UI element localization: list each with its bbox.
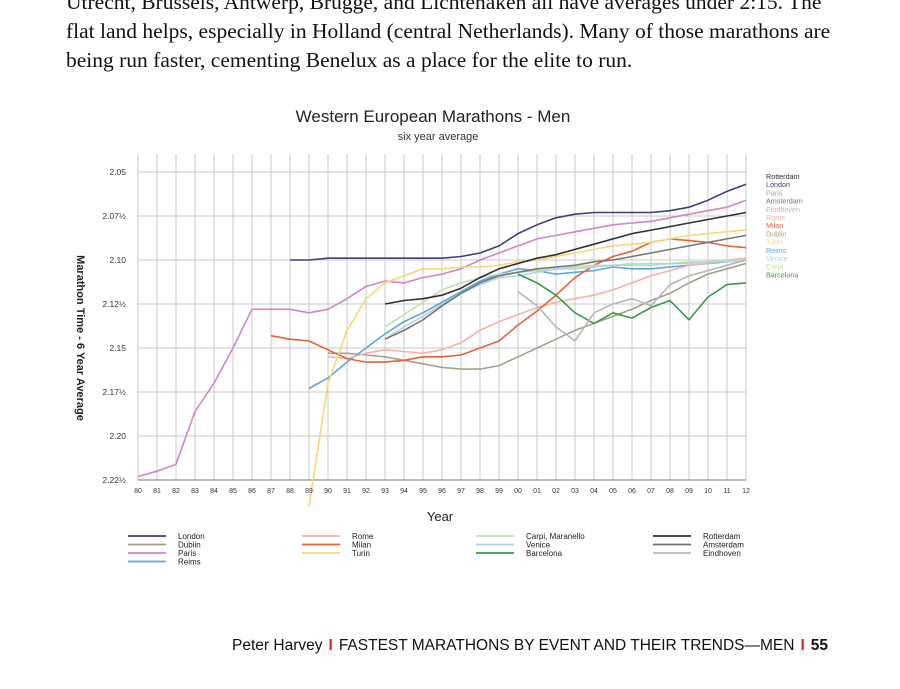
body-paragraph: Utrecht, Brussels, Antwerp, Brugge, and … xyxy=(66,0,831,72)
y-tick-label: 2.17½ xyxy=(102,387,126,397)
page-number: 55 xyxy=(810,637,828,654)
legend-entry: Carpi, Maranello xyxy=(526,532,585,541)
x-axis-label: Year xyxy=(427,509,454,524)
x-tick-label: 12 xyxy=(742,488,750,495)
x-tick-label: 93 xyxy=(381,488,389,495)
x-tick-label: 91 xyxy=(343,488,351,495)
x-tick-label: 88 xyxy=(286,488,294,495)
page-footer: Peter Harvey I FASTEST MARATHONS BY EVENT … xyxy=(0,637,828,655)
right-label: Paris xyxy=(766,188,783,197)
right-label: Dublin xyxy=(766,229,786,238)
marathon-chart: 2.052.07½2.102.12½2.152.17½2.202.22½ 80 8… xyxy=(0,90,900,590)
x-tick-label: 95 xyxy=(419,488,427,495)
x-tick-label: 09 xyxy=(685,488,693,495)
legend-entry: Rome xyxy=(352,532,374,541)
x-tick-label: 83 xyxy=(191,488,199,495)
right-label: Reims xyxy=(766,246,787,255)
y-tick-label: 2.07½ xyxy=(102,211,126,221)
y-tick-label: 2.10 xyxy=(109,255,126,265)
x-tick-label: 86 xyxy=(248,488,256,495)
x-tick-label: 03 xyxy=(571,488,579,495)
footer-separator-2: I xyxy=(800,637,805,654)
legend-entry: Dublin xyxy=(178,541,201,550)
series-line-rotterdam xyxy=(384,211,747,305)
x-tick-label: 07 xyxy=(647,488,655,495)
x-tick-label: 11 xyxy=(723,488,730,495)
x-tick-label: 98 xyxy=(476,488,484,495)
series-line-dublin xyxy=(328,262,747,370)
series-line-london xyxy=(290,183,747,261)
x-tick-label: 89 xyxy=(305,488,313,495)
right-label: Turin xyxy=(766,238,782,247)
x-tick-label: 06 xyxy=(628,488,636,495)
chart-subtitle: six year average xyxy=(398,131,479,143)
right-label: Barcelona xyxy=(766,270,798,279)
x-tick-label: 81 xyxy=(153,488,161,495)
right-label: Venice xyxy=(766,254,788,263)
x-tick-label: 82 xyxy=(172,488,180,495)
series-line-amsterdam xyxy=(384,234,747,340)
legend-entry: Amsterdam xyxy=(703,541,744,550)
right-series-labels: RotterdamLondonParisAmsterdamEindhovenRo… xyxy=(766,172,803,279)
x-tick-label: 94 xyxy=(400,488,408,495)
x-tick-label: 96 xyxy=(438,488,446,495)
x-tick-label: 10 xyxy=(704,488,712,495)
x-tick-label: 85 xyxy=(229,488,237,495)
right-label: Eindhoven xyxy=(766,205,800,214)
legend-entry: Milan xyxy=(352,541,371,550)
y-tick-label: 2.22½ xyxy=(102,475,126,485)
legend-entry: Reims xyxy=(178,558,201,567)
x-tick-label: 99 xyxy=(495,488,503,495)
chart-title: Western European Marathons - Men xyxy=(296,107,571,126)
series-line-reims xyxy=(308,259,747,390)
legend-entry: Eindhoven xyxy=(703,549,741,558)
footer-author: Peter Harvey xyxy=(232,637,323,654)
right-label: Milan xyxy=(766,221,783,230)
series-lines xyxy=(137,183,747,507)
legend-entry: London xyxy=(178,532,205,541)
y-tick-labels: 2.05 2.07½ 2.10 2.12½ 2.15 2.17½ 2.20 2.22½ xyxy=(102,167,126,485)
series-line-barcelona xyxy=(517,273,747,325)
right-label: Rome xyxy=(766,213,785,222)
x-tick-label: 84 xyxy=(210,488,218,495)
series-line-rome xyxy=(327,257,747,360)
right-label: London xyxy=(766,180,790,189)
right-label: Amsterdam xyxy=(766,197,803,206)
legend-entry: Turin xyxy=(352,549,370,558)
x-tick-label: 04 xyxy=(590,488,598,495)
legend-entry: Paris xyxy=(178,549,196,558)
y-tick-label: 2.20 xyxy=(109,431,126,441)
x-tick-labels: 80 81 82 83 84 85 86 87 88 89 90 91 92 93 94 95 96 97 98 99… xyxy=(134,488,750,495)
legend-entry: Barcelona xyxy=(526,549,563,558)
right-label: Rotterdam xyxy=(766,172,800,181)
footer-separator-1: I xyxy=(328,637,333,654)
x-tick-label: 92 xyxy=(362,488,370,495)
x-tick-label: 97 xyxy=(457,488,465,495)
series-line-eindhoven xyxy=(517,259,747,342)
right-label: Carpi xyxy=(766,262,784,271)
legend-entry: Venice xyxy=(526,541,551,550)
y-tick-label: 2.15 xyxy=(109,343,126,353)
y-tick-label: 2.12½ xyxy=(102,299,126,309)
legend-entry: Rotterdam xyxy=(703,532,741,541)
x-tick-label: 02 xyxy=(552,488,560,495)
grid xyxy=(137,154,747,481)
x-tick-label: 01 xyxy=(533,488,541,495)
series-line-venice xyxy=(384,259,747,340)
y-axis-label: Marathon Time - 6 Year Average xyxy=(74,255,86,421)
series-line-paris xyxy=(137,199,747,478)
x-tick-label: 00 xyxy=(514,488,522,495)
x-tick-label: 80 xyxy=(134,488,142,495)
x-tick-label: 87 xyxy=(267,488,275,495)
series-line-carpi-maranello xyxy=(384,259,746,328)
footer-title: FASTEST MARATHONS BY EVENT AND THEIR TRE… xyxy=(338,637,795,654)
x-tick-label: 05 xyxy=(609,488,617,495)
x-tick-label: 90 xyxy=(324,488,332,495)
x-tick-label: 08 xyxy=(666,488,674,495)
chart-container: 2.05 2.07½ 2.10 2.12½ 2.15 2.17½ 2.20 2.22½ 80 8… xyxy=(0,90,900,590)
y-tick-label: 2.05 xyxy=(109,167,126,177)
